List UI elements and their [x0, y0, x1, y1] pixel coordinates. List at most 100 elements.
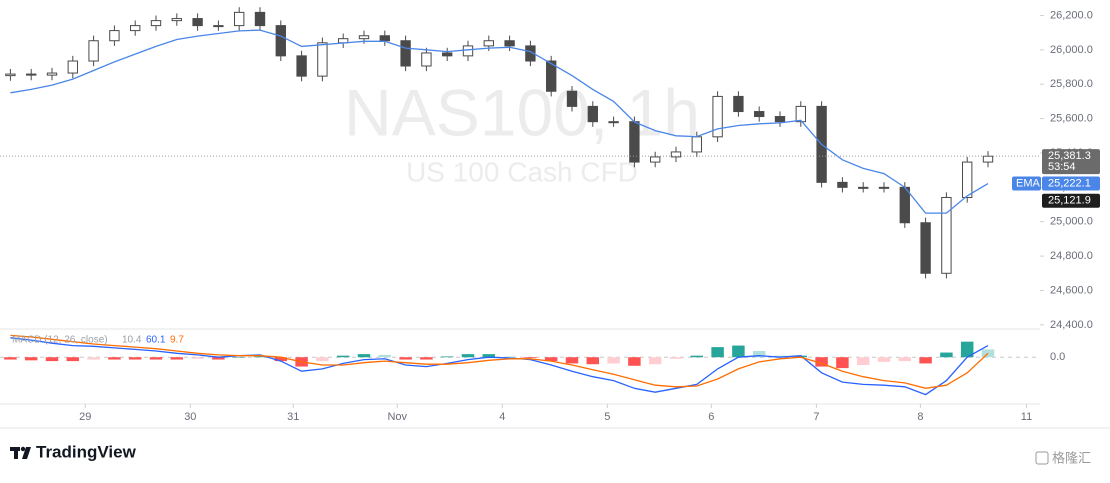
macd-readout: 60.1 — [146, 335, 166, 346]
histogram-bar — [212, 357, 225, 360]
histogram-bar — [336, 355, 350, 358]
x-tick-label: 6 — [708, 411, 714, 423]
histogram-bar — [732, 345, 745, 358]
histogram-bar — [420, 357, 433, 360]
candle-body — [442, 52, 453, 57]
logo-stem — [14, 447, 18, 459]
candle-body — [213, 25, 224, 28]
y2-tick-label: 0.0 — [1050, 351, 1065, 363]
candle-body — [296, 55, 307, 77]
histogram-bar — [586, 357, 600, 365]
x-tick-label: 31 — [287, 411, 299, 423]
candle-body — [650, 156, 661, 163]
histogram-bar — [836, 357, 849, 369]
histogram-bar — [648, 357, 662, 365]
countdown: 53:54 — [1048, 161, 1076, 173]
histogram-bar — [357, 354, 371, 358]
watermark-title: NAS100, 1h — [344, 75, 700, 149]
candle-body — [504, 40, 515, 47]
candle-body — [400, 40, 411, 67]
histogram-bar — [690, 355, 704, 358]
candle-body — [379, 35, 390, 42]
y-tick-label: 25,600.0 — [1050, 113, 1093, 125]
x-tick-label: 8 — [917, 411, 923, 423]
candle-body — [26, 73, 37, 76]
candle-body — [733, 95, 744, 113]
candle-body — [46, 72, 58, 76]
histogram-bar — [815, 357, 828, 367]
candle-body — [920, 222, 931, 274]
histogram-bar — [565, 357, 579, 364]
histogram-bar — [856, 357, 870, 365]
histogram-bar — [232, 357, 246, 358]
y-tick-label: 25,800.0 — [1050, 78, 1093, 90]
candle-body — [462, 45, 474, 57]
brand: TradingView — [36, 442, 137, 461]
histogram-bar — [24, 357, 38, 361]
candle-body — [629, 121, 640, 163]
ema-price-box — [1042, 176, 1100, 191]
macd-line — [10, 334, 989, 389]
candle-body — [795, 105, 806, 123]
x-tick-label: 30 — [184, 411, 196, 423]
histogram-bar — [503, 356, 516, 358]
last-price-label: 25,381.3 — [1048, 150, 1091, 162]
y-tick-label: 24,600.0 — [1050, 284, 1093, 296]
footer-watermark: 格隆汇 — [1052, 450, 1091, 465]
low-price-label: 25,121.9 — [1048, 195, 1091, 207]
y-tick-label: 26,200.0 — [1050, 9, 1093, 21]
candle-body — [670, 151, 682, 158]
histogram-bar — [752, 351, 766, 358]
candle-body — [878, 186, 890, 189]
candle-body — [130, 25, 141, 32]
candle-body — [421, 52, 432, 67]
histogram-bar — [87, 357, 100, 360]
histogram-bar — [877, 357, 891, 362]
histogram-bar — [919, 357, 932, 364]
candle-body — [982, 155, 994, 163]
candle-body — [546, 60, 557, 92]
y-tick-label: 26,000.0 — [1050, 44, 1093, 56]
candle-body — [754, 111, 765, 118]
histogram-bar — [253, 356, 267, 358]
macd-line — [10, 337, 989, 396]
histogram-bar — [607, 357, 620, 364]
x-tick-label: 29 — [79, 411, 91, 423]
ema-price-label: 25,222.1 — [1048, 177, 1091, 189]
candle-body — [837, 181, 848, 188]
histogram-bar — [482, 354, 496, 358]
candle-body — [691, 136, 702, 153]
histogram-bar — [4, 357, 17, 360]
tradingview-logo — [10, 446, 31, 459]
histogram-bar — [45, 357, 59, 362]
y-tick-label: 24,800.0 — [1050, 250, 1093, 262]
candle-body — [275, 25, 286, 57]
histogram-bar — [960, 341, 974, 358]
histogram-bar — [544, 357, 558, 362]
x-tick-label: 11 — [1021, 411, 1032, 423]
macd-readout: 10.4 — [122, 335, 142, 346]
watermark-subtitle: US 100 Cash CFD — [406, 156, 638, 187]
ema-name-box — [1012, 176, 1041, 191]
histogram-bar — [461, 354, 475, 358]
candle-body — [171, 18, 182, 22]
candle-body — [962, 161, 973, 198]
candle-body — [109, 30, 120, 42]
candle-body — [608, 121, 619, 124]
histogram-bar — [191, 357, 204, 359]
candle-body — [483, 40, 494, 47]
x-tick-label: 7 — [813, 411, 819, 423]
histogram-bar — [108, 357, 121, 360]
y-tick-label: 24,400.0 — [1050, 319, 1093, 331]
histogram-bar — [440, 356, 454, 358]
candle-body — [941, 196, 952, 274]
histogram-bar — [773, 355, 787, 358]
histogram-bar — [274, 357, 288, 362]
last-price-box — [1042, 149, 1100, 175]
histogram-bar — [628, 357, 641, 366]
histogram-bar — [940, 352, 953, 358]
candle-body — [858, 186, 869, 189]
ema-line — [10, 29, 989, 214]
candle-body — [234, 11, 245, 27]
candle-body — [358, 35, 370, 40]
